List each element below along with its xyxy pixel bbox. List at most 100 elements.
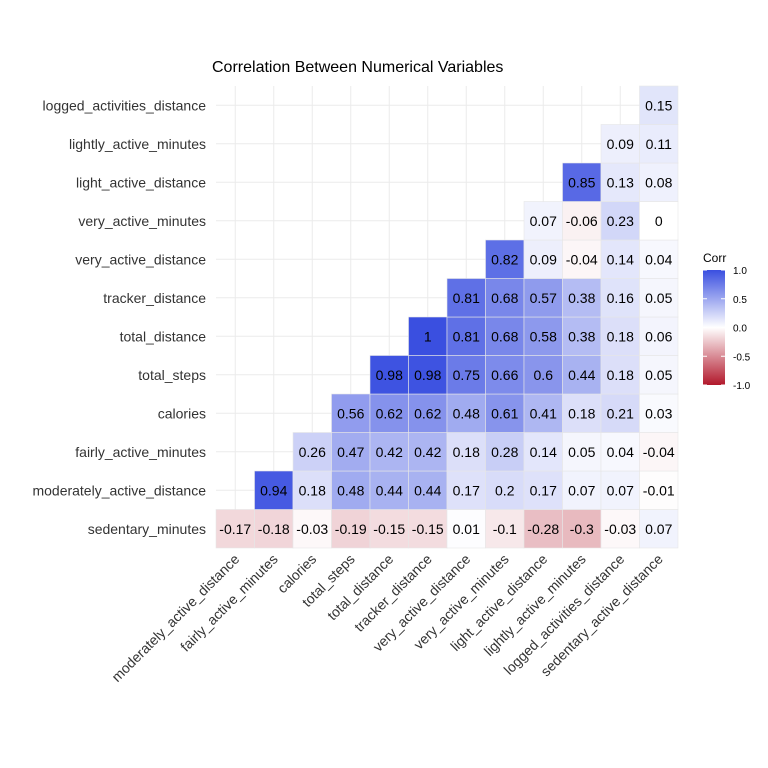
cell-value-label: -0.19 bbox=[335, 521, 367, 537]
heatmap-cell bbox=[639, 509, 679, 549]
cell-value-label: 0.05 bbox=[645, 290, 672, 306]
cell-value-label: 0.18 bbox=[568, 405, 595, 421]
heatmap-cell bbox=[600, 470, 640, 510]
cell-value-label: 0.18 bbox=[607, 367, 634, 383]
legend-colorbar bbox=[703, 270, 725, 385]
cell-value-label: 0.81 bbox=[453, 290, 480, 306]
heatmap-cell bbox=[562, 316, 602, 356]
cell-value-label: 0.44 bbox=[376, 482, 403, 498]
heatmap-cell bbox=[523, 432, 563, 472]
y-tick-label: very_active_minutes bbox=[78, 213, 206, 229]
heatmap-cell bbox=[523, 316, 563, 356]
cell-value-label: 0.42 bbox=[414, 444, 441, 460]
cell-value-label: 0.21 bbox=[607, 405, 634, 421]
cell-value-label: -0.1 bbox=[493, 521, 517, 537]
heatmap-cell bbox=[600, 162, 640, 202]
cell-value-label: 0.68 bbox=[491, 290, 518, 306]
heatmap-cell bbox=[600, 432, 640, 472]
cell-value-label: -0.03 bbox=[296, 521, 328, 537]
heatmap-cell bbox=[446, 316, 486, 356]
heatmap-cell bbox=[639, 432, 679, 472]
cell-value-label: 0.01 bbox=[453, 521, 480, 537]
heatmap-cell bbox=[292, 432, 332, 472]
heatmap-cell bbox=[485, 278, 525, 318]
heatmap-cell bbox=[446, 278, 486, 318]
heatmap-cell bbox=[639, 316, 679, 356]
cell-value-label: 0.82 bbox=[491, 251, 518, 267]
cell-value-label: 0.44 bbox=[568, 367, 595, 383]
cell-value-label: 0.16 bbox=[607, 290, 634, 306]
cell-value-label: 0.04 bbox=[645, 251, 672, 267]
cell-value-label: 0.06 bbox=[645, 328, 672, 344]
cell-value-label: -0.06 bbox=[566, 213, 598, 229]
cell-value-label: 0.07 bbox=[568, 482, 595, 498]
cell-value-label: -0.15 bbox=[373, 521, 405, 537]
cell-value-label: 0.38 bbox=[568, 290, 595, 306]
cell-value-label: 0.98 bbox=[376, 367, 403, 383]
heatmap-cell bbox=[485, 470, 525, 510]
heatmap-cell bbox=[446, 509, 486, 549]
y-tick-label: light_active_distance bbox=[76, 174, 206, 190]
cell-value-label: 0.98 bbox=[414, 367, 441, 383]
heatmap-cell bbox=[369, 432, 409, 472]
heatmap-cell bbox=[639, 162, 679, 202]
cell-value-label: -0.01 bbox=[643, 482, 675, 498]
y-tick-label: total_steps bbox=[138, 367, 206, 383]
legend-title: Corr bbox=[703, 251, 726, 265]
heatmap-cell bbox=[562, 470, 602, 510]
heatmap-cell bbox=[600, 316, 640, 356]
cell-value-label: 0.23 bbox=[607, 213, 634, 229]
heatmap-cell bbox=[523, 278, 563, 318]
cell-value-label: 0.13 bbox=[607, 174, 634, 190]
heatmap-cell bbox=[369, 470, 409, 510]
cell-value-label: 0.05 bbox=[645, 367, 672, 383]
cell-value-label: 0.03 bbox=[645, 405, 672, 421]
cell-value-label: 0.07 bbox=[645, 521, 672, 537]
cell-value-label: 0.07 bbox=[530, 213, 557, 229]
heatmap-cell bbox=[562, 162, 602, 202]
heatmap-cell bbox=[446, 393, 486, 433]
heatmap-cell bbox=[446, 470, 486, 510]
y-tick-label: sedentary_minutes bbox=[88, 521, 206, 537]
cell-value-label: 0.57 bbox=[530, 290, 557, 306]
y-tick-label: moderately_active_distance bbox=[32, 482, 206, 498]
heatmap-cell bbox=[485, 432, 525, 472]
x-axis-labels: moderately_active_distancefairly_active_… bbox=[108, 551, 666, 685]
heatmap-cell bbox=[446, 355, 486, 395]
cell-value-label: 0.14 bbox=[530, 444, 557, 460]
cell-value-label: 0.41 bbox=[530, 405, 557, 421]
cell-value-label: 0.26 bbox=[299, 444, 326, 460]
cell-value-label: -0.3 bbox=[570, 521, 594, 537]
heatmap-cell bbox=[485, 239, 525, 279]
heatmap-cell bbox=[523, 393, 563, 433]
heatmap-cell bbox=[523, 470, 563, 510]
legend-tick-label: 0.5 bbox=[733, 295, 747, 306]
heatmap-cell bbox=[562, 355, 602, 395]
cell-value-label: 0 bbox=[655, 213, 663, 229]
cell-value-label: 0.94 bbox=[260, 482, 287, 498]
cell-value-label: 0.18 bbox=[607, 328, 634, 344]
cell-value-label: 0.09 bbox=[530, 251, 557, 267]
y-tick-label: fairly_active_minutes bbox=[75, 444, 206, 460]
y-tick-label: tracker_distance bbox=[103, 290, 206, 306]
heatmap-cell bbox=[600, 239, 640, 279]
cell-value-label: -0.03 bbox=[604, 521, 636, 537]
cell-value-label: 0.11 bbox=[646, 136, 672, 152]
y-tick-label: lightly_active_minutes bbox=[69, 136, 206, 152]
heatmap-cell bbox=[600, 355, 640, 395]
heatmap-cell bbox=[600, 393, 640, 433]
cell-value-label: 0.17 bbox=[530, 482, 557, 498]
cell-value-label: -0.17 bbox=[219, 521, 251, 537]
heatmap-cell bbox=[562, 239, 602, 279]
heatmap-cell bbox=[408, 509, 448, 549]
heatmap-cell bbox=[215, 509, 255, 549]
cell-value-labels: -0.17 -0.18 -0.03 -0.19 -0.15 -0.15 0.01 -0.1 -0… bbox=[219, 97, 675, 537]
heatmap-cell bbox=[485, 355, 525, 395]
cell-value-label: 0.62 bbox=[414, 405, 441, 421]
heatmap-cell bbox=[446, 432, 486, 472]
y-axis-labels: sedentary_minutes moderately_active_dista… bbox=[32, 97, 206, 537]
cell-value-label: 0.08 bbox=[645, 174, 672, 190]
cell-value-label: -0.04 bbox=[643, 444, 675, 460]
y-tick-label: very_active_distance bbox=[75, 251, 206, 267]
cell-value-label: 0.48 bbox=[337, 482, 364, 498]
